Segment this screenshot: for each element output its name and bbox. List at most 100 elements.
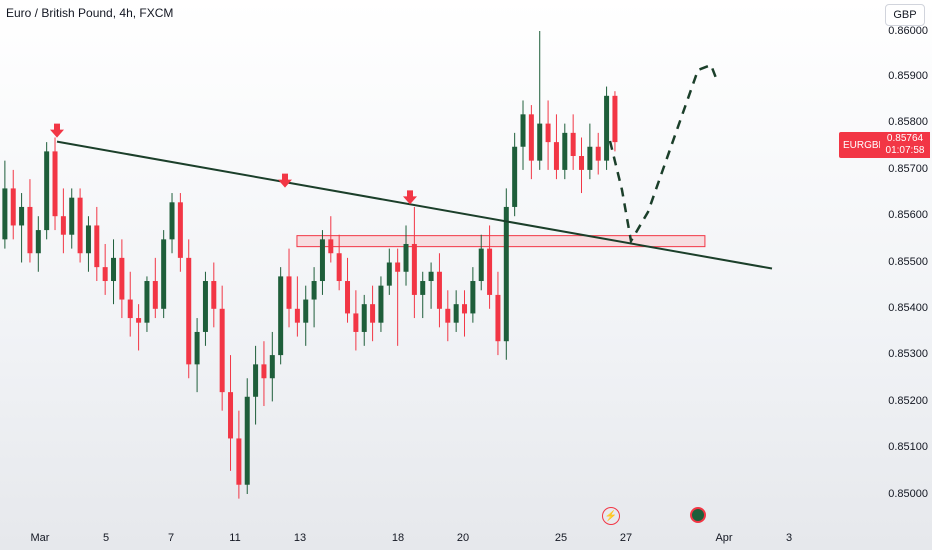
last-price-value: 0.85764: [886, 133, 924, 144]
candle-body: [269, 355, 275, 379]
candle-body: [495, 294, 501, 342]
bar-countdown: 01:07:58: [885, 145, 925, 156]
chart-title: Euro / British Pound, 4h, FXCM: [6, 6, 174, 20]
candle-body: [512, 146, 518, 207]
candle-body: [528, 114, 534, 161]
candle-body: [186, 257, 192, 365]
time-tick: 13: [293, 532, 307, 544]
candle-body: [169, 202, 175, 240]
currency-button[interactable]: GBP: [885, 4, 925, 26]
candle-body: [378, 285, 384, 323]
time-tick: 18: [391, 532, 405, 544]
candle-body: [161, 239, 167, 309]
candle-body: [503, 206, 509, 342]
candle-body: [211, 281, 217, 309]
price-tick: 0.85200: [888, 395, 928, 407]
candle-body: [403, 243, 409, 272]
time-tick: 27: [619, 532, 633, 544]
candle-body: [361, 304, 367, 332]
candle-body: [236, 438, 242, 485]
candle-body: [478, 248, 484, 282]
candle-body: [453, 304, 459, 323]
time-tick: 7: [167, 532, 175, 544]
price-tick: 0.85600: [888, 209, 928, 221]
candle-body: [27, 206, 33, 254]
candle-body: [319, 239, 325, 282]
time-tick: 20: [456, 532, 470, 544]
price-tick: 0.85100: [888, 441, 928, 453]
candle-body: [152, 281, 158, 309]
time-tick: 5: [102, 532, 110, 544]
candle-body: [545, 123, 551, 143]
candle-body: [177, 202, 183, 258]
candle-body: [35, 230, 41, 254]
candle-body: [2, 188, 8, 240]
price-tick: 0.85700: [888, 163, 928, 175]
candle-body: [44, 151, 50, 231]
candle-body: [219, 308, 225, 393]
candle-body: [85, 225, 91, 254]
time-tick: Apr: [715, 532, 733, 544]
support-zone: [296, 235, 706, 248]
candle-body: [202, 281, 208, 332]
candle-body: [395, 262, 401, 272]
candle-body: [111, 257, 117, 282]
candle-body: [470, 281, 476, 314]
candle-body: [370, 304, 376, 323]
candle-body: [127, 299, 133, 319]
candle-body: [194, 331, 200, 365]
candle-body: [436, 271, 442, 309]
candle-body: [69, 197, 75, 235]
price-tick: 0.85900: [888, 70, 928, 82]
candle-body: [261, 364, 267, 379]
candle-body: [570, 132, 576, 157]
candle-body: [386, 262, 392, 286]
candle-body: [428, 271, 434, 282]
candle-body: [612, 95, 618, 143]
candle-body: [537, 123, 543, 161]
candle-body: [353, 313, 359, 332]
candle-body: [144, 281, 150, 323]
candle-body: [445, 308, 451, 323]
price-tick: 0.86000: [888, 25, 928, 37]
candle-body: [136, 318, 142, 323]
candle-body: [328, 239, 334, 254]
time-tick: 11: [229, 532, 241, 544]
price-tick: 0.85400: [888, 302, 928, 314]
candle-body: [253, 364, 259, 397]
candle-body: [604, 95, 610, 161]
candle-body: [10, 188, 16, 226]
price-tick: 0.85500: [888, 256, 928, 268]
candle-body: [587, 146, 593, 170]
candle-body: [60, 216, 66, 235]
price-axis[interactable]: 0.86000 0.85900 0.85800 0.85700 0.85600 …: [878, 0, 932, 530]
candle-body: [286, 276, 292, 309]
earnings-icon[interactable]: [690, 507, 706, 523]
down-arrow-icon: [403, 190, 417, 205]
time-tick: 25: [554, 532, 568, 544]
candle-body: [520, 114, 526, 147]
candle-body: [579, 156, 585, 170]
candle-body: [94, 225, 100, 268]
down-arrow-icon: [50, 123, 64, 138]
candle-body: [336, 253, 342, 282]
candle-body: [228, 392, 234, 439]
price-tick: 0.85300: [888, 348, 928, 360]
last-price-label: 0.85764 01:07:58: [880, 132, 930, 158]
candle-body: [77, 197, 83, 254]
candle-body: [119, 257, 125, 300]
time-tick: Mar: [30, 532, 50, 544]
candle-body: [278, 276, 284, 356]
candle-body: [19, 206, 25, 226]
candle-body: [411, 243, 417, 295]
price-tick: 0.85800: [888, 116, 928, 128]
down-arrow-icon: [278, 173, 292, 188]
candle-body: [420, 281, 426, 295]
candle-body: [311, 281, 317, 300]
candle-body: [244, 396, 250, 485]
lightning-icon[interactable]: ⚡: [602, 507, 620, 525]
candle-body: [102, 267, 108, 282]
candle-body: [52, 151, 58, 217]
